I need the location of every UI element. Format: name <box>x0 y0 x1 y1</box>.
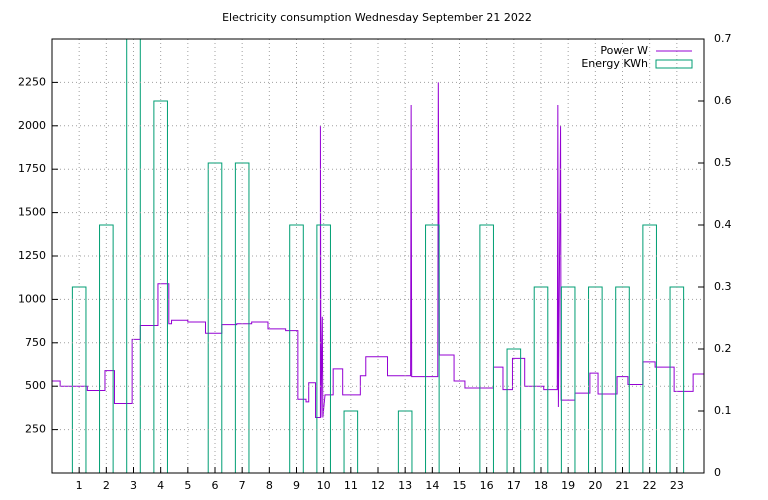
legend-label: Power W <box>600 44 648 57</box>
y-tick-label: 1500 <box>18 206 46 219</box>
x-tick-label: 3 <box>130 479 137 492</box>
x-tick-label: 1 <box>76 479 83 492</box>
energy-box <box>479 224 494 473</box>
energy-box <box>316 224 331 473</box>
y2-tick-label: 0.7 <box>714 32 732 45</box>
x-tick-label: 16 <box>480 479 494 492</box>
y2-tick-label: 0.3 <box>714 280 732 293</box>
energy-box <box>425 224 440 473</box>
x-tick-label: 7 <box>239 479 246 492</box>
y2-tick-label: 0.4 <box>714 218 732 231</box>
power-line <box>52 82 704 418</box>
x-tick-label: 14 <box>425 479 439 492</box>
y2-tick-label: 0 <box>714 466 721 479</box>
x-tick-label: 10 <box>317 479 331 492</box>
y-tick-label: 2000 <box>18 119 46 132</box>
y-tick-label: 250 <box>25 423 46 436</box>
x-tick-label: 18 <box>534 479 548 492</box>
energy-box <box>289 224 304 473</box>
x-tick-label: 22 <box>643 479 657 492</box>
y2-tick-label: 0.6 <box>714 94 732 107</box>
x-tick-label: 11 <box>344 479 358 492</box>
plot-border <box>51 38 705 474</box>
x-tick-label: 5 <box>184 479 191 492</box>
energy-box <box>153 100 168 473</box>
y-tick-label: 750 <box>25 336 46 349</box>
y2-tick-label: 0.2 <box>714 342 732 355</box>
y-tick-label: 1000 <box>18 292 46 305</box>
legend-swatch <box>655 59 693 69</box>
x-tick-label: 15 <box>453 479 467 492</box>
x-tick-label: 2 <box>103 479 110 492</box>
x-tick-label: 12 <box>371 479 385 492</box>
energy-box <box>99 224 114 473</box>
y-tick-label: 1250 <box>18 249 46 262</box>
energy-box <box>642 224 657 473</box>
y-tick-label: 1750 <box>18 162 46 175</box>
chart-title: Electricity consumption Wednesday Septem… <box>222 11 532 24</box>
x-tick-label: 4 <box>157 479 164 492</box>
y-tick-label: 500 <box>25 379 46 392</box>
x-tick-label: 17 <box>507 479 521 492</box>
y2-tick-label: 0.5 <box>714 156 732 169</box>
x-tick-label: 8 <box>266 479 273 492</box>
x-tick-label: 23 <box>670 479 684 492</box>
x-tick-label: 19 <box>561 479 575 492</box>
x-tick-label: 13 <box>398 479 412 492</box>
x-tick-label: 20 <box>588 479 602 492</box>
x-tick-label: 9 <box>293 479 300 492</box>
energy-box <box>126 39 141 473</box>
y2-tick-label: 0.1 <box>714 404 732 417</box>
energy-box <box>506 348 522 473</box>
legend-label: Energy KWh <box>581 57 648 70</box>
x-tick-label: 6 <box>212 479 219 492</box>
x-tick-label: 21 <box>616 479 630 492</box>
y-tick-label: 2250 <box>18 75 46 88</box>
